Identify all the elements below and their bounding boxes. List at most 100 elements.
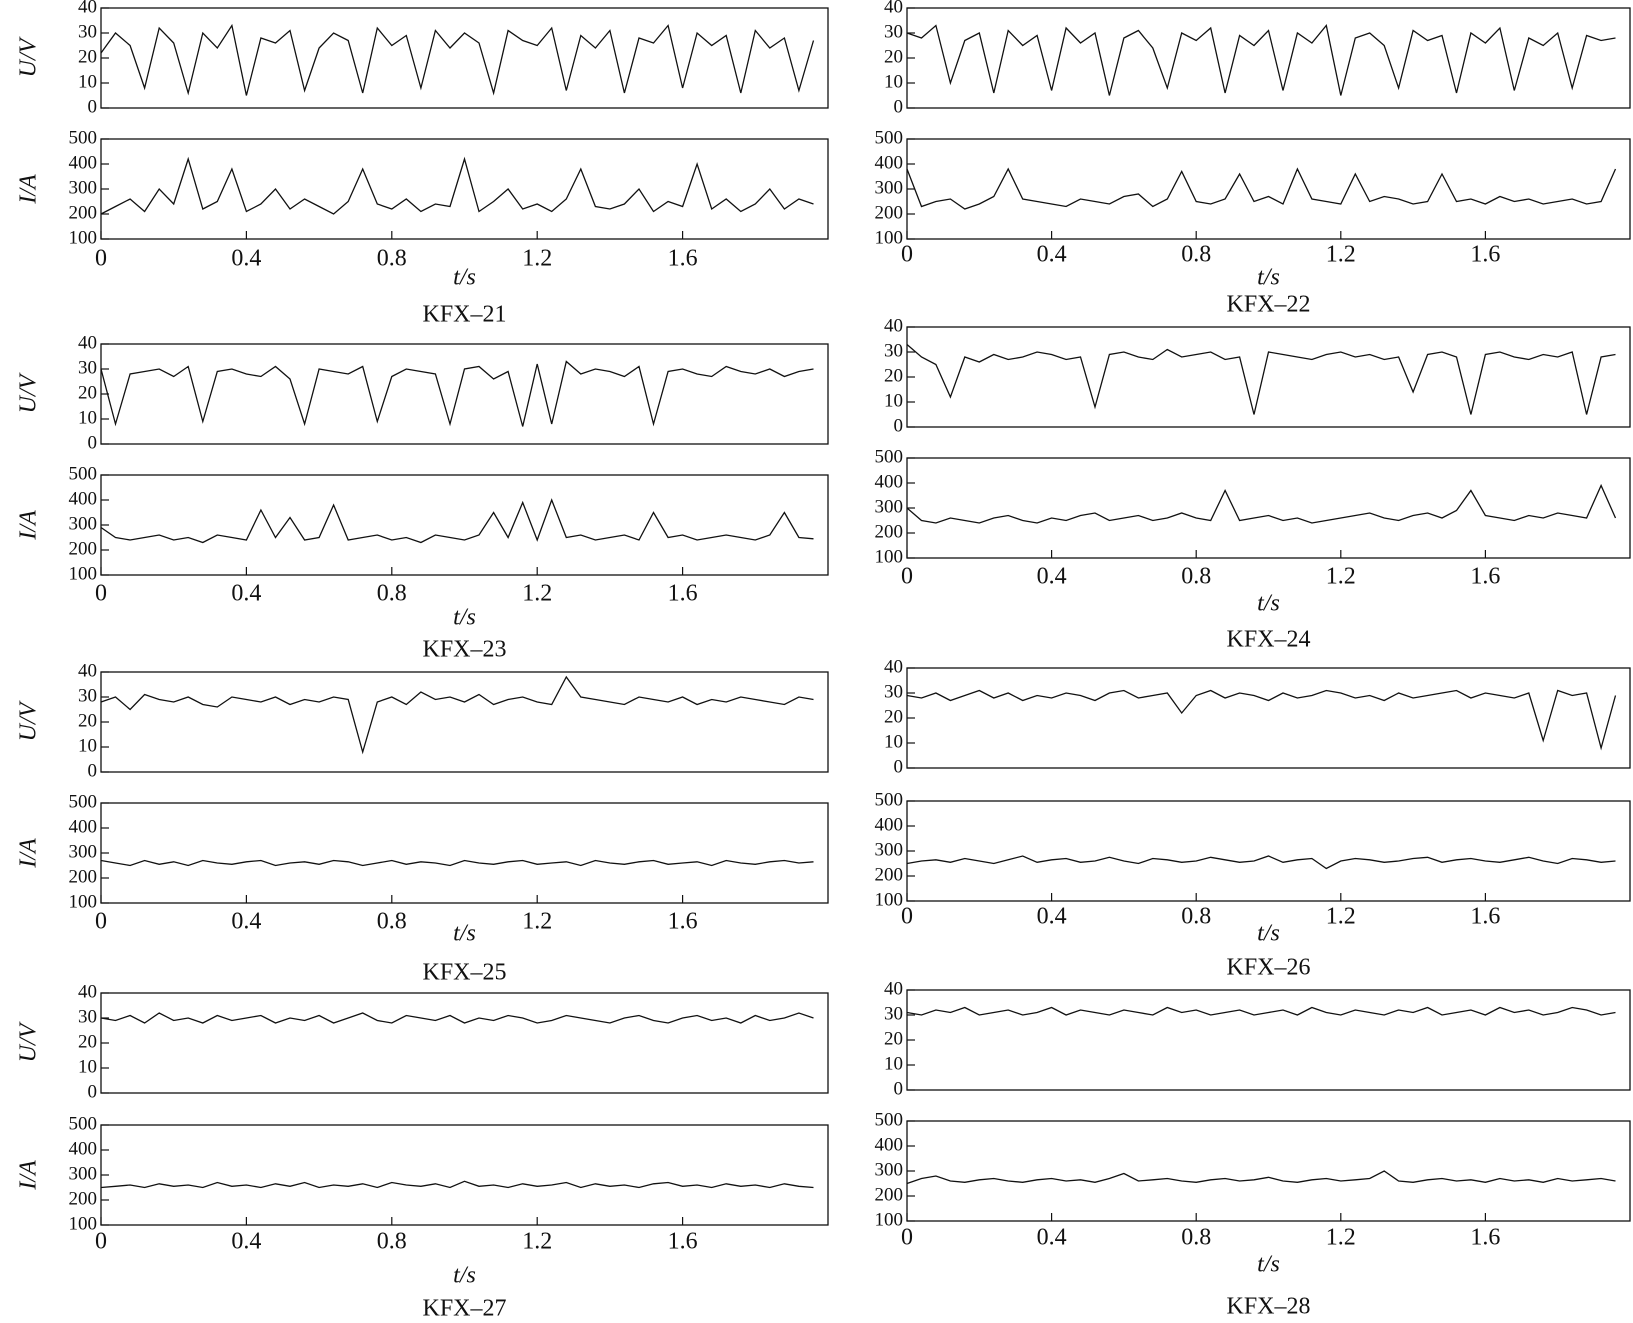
x-tick-label: 0.4 (1037, 564, 1067, 590)
y-tick-label: 200 (875, 1184, 904, 1205)
x-tick-label: 1.6 (668, 581, 698, 607)
x-tick-label: 0.8 (377, 246, 407, 272)
waveform (100, 859, 814, 867)
x-axis-label: t/s (1257, 1252, 1280, 1278)
y-tick-label: 200 (875, 864, 904, 885)
y-tick-label: 200 (875, 202, 904, 223)
y-tick-label: 400 (875, 1134, 904, 1155)
y-tick-label: 100 (69, 227, 98, 248)
waveform (906, 1170, 1616, 1185)
y-tick-label: 0 (894, 96, 904, 117)
y-tick-label: 10 (884, 731, 903, 752)
x-tick-label: 0 (901, 564, 913, 590)
waveform (100, 1180, 814, 1189)
waveform (906, 855, 1616, 870)
y-tick-label: 40 (78, 332, 97, 353)
y-tick-label: 30 (884, 340, 903, 361)
waveform (906, 167, 1617, 210)
x-axis-label: t/s (1257, 591, 1280, 617)
x-axis-label: t/s (1257, 921, 1280, 947)
x-tick-label: 1.2 (1326, 242, 1356, 268)
y-tick-label: 0 (894, 415, 904, 436)
x-axis-label: t/s (453, 921, 476, 947)
x-tick-label: 1.2 (522, 246, 552, 272)
x-tick-label: 1.6 (1470, 904, 1500, 930)
x-tick-label: 0 (901, 242, 913, 268)
y-tick-label: 10 (78, 1056, 97, 1077)
waveform (906, 483, 1617, 524)
y-tick-label: 40 (884, 315, 903, 336)
plot-frame (906, 457, 1631, 559)
plot-frame (906, 989, 1631, 1091)
y-tick-label: 10 (78, 407, 97, 428)
panel-title: KFX–21 (422, 302, 506, 328)
y-tick-label: 10 (884, 71, 903, 92)
y-axis-label: I/A (16, 510, 42, 541)
y-axis-label: I/A (16, 1160, 42, 1191)
plot-frame (100, 138, 829, 240)
y-tick-label: 30 (884, 681, 903, 702)
x-tick-label: 0 (901, 904, 913, 930)
x-tick-label: 1.2 (1326, 1225, 1356, 1251)
plot-frame (906, 138, 1631, 240)
x-tick-label: 1.6 (668, 909, 698, 935)
y-tick-label: 0 (88, 760, 98, 781)
x-tick-label: 0.4 (231, 1229, 261, 1255)
x-tick-label: 1.2 (522, 909, 552, 935)
panel-title: KFX–25 (422, 960, 506, 986)
y-tick-label: 40 (78, 660, 97, 681)
y-tick-label: 40 (78, 981, 97, 1002)
y-tick-label: 500 (875, 789, 904, 810)
x-axis-label: t/s (453, 605, 476, 631)
plot-frame (100, 992, 829, 1094)
y-tick-label: 400 (69, 816, 98, 837)
y-tick-label: 0 (88, 432, 98, 453)
x-tick-label: 0.8 (1181, 564, 1211, 590)
plot-frame (906, 1120, 1631, 1222)
y-tick-label: 30 (78, 357, 97, 378)
y-tick-label: 100 (69, 563, 98, 584)
x-tick-label: 0.8 (377, 581, 407, 607)
y-tick-label: 300 (69, 841, 98, 862)
plot-frame (100, 1124, 829, 1226)
y-tick-label: 400 (69, 152, 98, 173)
x-axis-label: t/s (1257, 265, 1280, 291)
y-tick-label: 300 (69, 513, 98, 534)
y-tick-label: 500 (875, 1109, 904, 1130)
x-tick-label: 0.4 (231, 246, 261, 272)
y-tick-label: 30 (78, 685, 97, 706)
y-tick-label: 40 (884, 978, 903, 999)
plot-frame (100, 7, 829, 109)
y-tick-label: 400 (875, 471, 904, 492)
y-tick-label: 100 (875, 889, 904, 910)
y-tick-label: 40 (884, 656, 903, 677)
y-tick-label: 0 (894, 1078, 904, 1099)
y-tick-label: 300 (875, 839, 904, 860)
waveform (100, 675, 814, 755)
x-tick-label: 0 (95, 1229, 107, 1255)
x-tick-label: 0 (901, 1225, 913, 1251)
x-tick-label: 0.8 (1181, 1225, 1211, 1251)
y-tick-label: 100 (875, 1209, 904, 1230)
y-tick-label: 500 (875, 446, 904, 467)
y-axis-label: U/V (16, 700, 42, 741)
plot-frame (100, 474, 829, 576)
waveform (906, 1006, 1616, 1016)
y-axis-label: U/V (16, 372, 42, 413)
y-tick-label: 40 (78, 0, 97, 17)
y-tick-label: 30 (78, 1006, 97, 1027)
panel-title: KFX–22 (1226, 292, 1310, 318)
y-tick-label: 500 (69, 127, 98, 148)
y-tick-label: 20 (78, 382, 97, 403)
y-tick-label: 300 (875, 177, 904, 198)
x-axis-label: t/s (453, 1263, 476, 1289)
x-tick-label: 1.6 (1470, 242, 1500, 268)
y-tick-label: 0 (894, 756, 904, 777)
y-tick-label: 20 (884, 706, 903, 727)
y-tick-label: 40 (884, 0, 903, 17)
y-tick-label: 200 (69, 202, 98, 223)
plot-frame (906, 667, 1631, 769)
y-tick-label: 500 (69, 1113, 98, 1134)
x-tick-label: 0 (95, 909, 107, 935)
